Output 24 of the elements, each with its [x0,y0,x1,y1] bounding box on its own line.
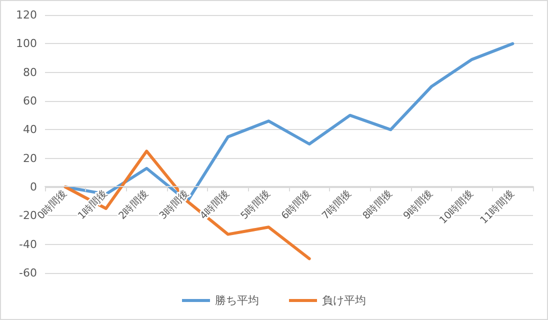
x-tick-label: 10時間後 [437,188,476,226]
x-tick-label: 0時間後 [35,188,70,222]
y-tick-label: 80 [23,66,37,79]
y-tick-label: -40 [19,238,37,251]
legend-label: 負け平均 [322,294,366,307]
x-tick-label: 9時間後 [401,188,436,222]
x-tick-label: 7時間後 [320,188,354,222]
y-tick-label: 20 [23,152,37,165]
y-tick-label: 60 [23,94,37,108]
y-tick-label: 120 [16,8,37,22]
x-tick-label: 4時間後 [198,188,232,222]
y-tick-label: 40 [23,123,37,136]
y-tick-label: -20 [19,209,37,222]
y-tick-label: -60 [19,266,37,280]
x-tick-label: 8時間後 [360,188,395,222]
x-tick-label: 6時間後 [279,188,314,222]
legend-label: 勝ち平均 [215,294,259,307]
x-tick-label: 3時間後 [157,188,192,222]
x-tick-label: 2時間後 [116,188,151,222]
y-tick-label: 0 [30,180,37,194]
x-tick-label: 1時間後 [76,188,110,222]
x-tick-label: 5時間後 [238,188,273,222]
x-tick-label: 11時間後 [478,188,517,226]
y-tick-label: 100 [16,37,37,50]
